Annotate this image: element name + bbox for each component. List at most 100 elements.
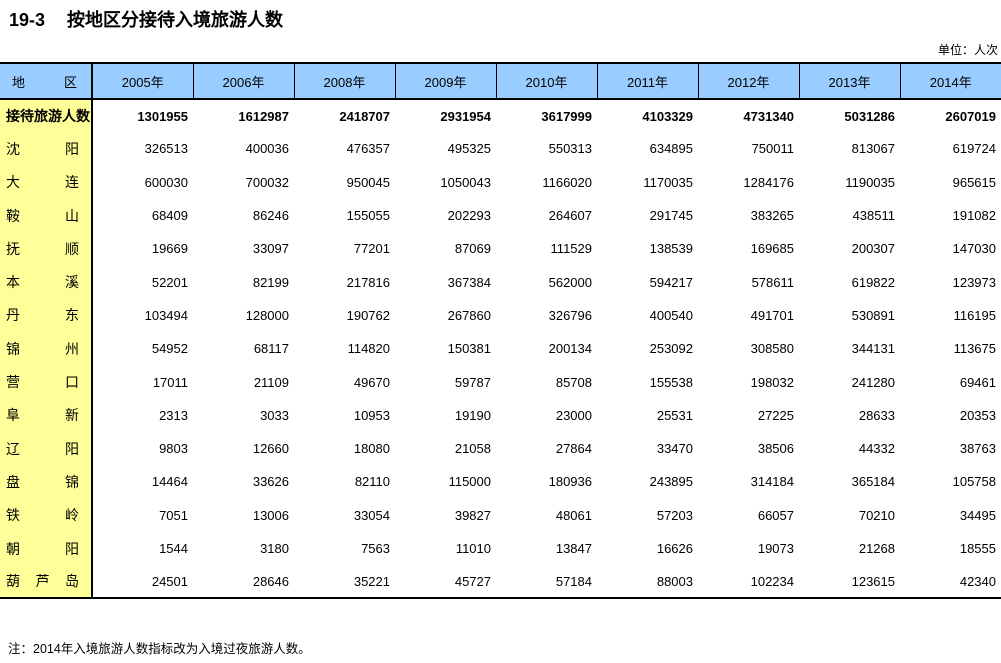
value-cell: 965615	[952, 174, 996, 190]
value-cell: 86246	[252, 208, 289, 224]
value-cell: 326513	[144, 141, 188, 157]
value-cell: 813067	[851, 141, 895, 157]
region-label: 本溪	[6, 274, 79, 291]
table-row: 丹东 103494 128000 190762 267860 326796 400540 49…	[0, 298, 1001, 333]
value-cell: 113675	[953, 341, 996, 357]
value-cell: 2313	[159, 407, 188, 423]
table-row: 本溪 52201 82199 217816 367384 562000 594217 5786…	[0, 265, 1001, 299]
value-cell: 1301955	[137, 108, 188, 124]
year-header-cell: 2012年	[698, 63, 800, 100]
value-cell: 111529	[550, 241, 592, 257]
value-cell: 128000	[245, 307, 289, 323]
region-cell: 鞍山	[0, 198, 93, 233]
region-label: 营口	[6, 374, 79, 391]
value-cell: 1166020	[542, 174, 592, 190]
value-cell: 2931954	[440, 108, 491, 124]
value-cell: 33097	[252, 241, 289, 257]
region-label: 盘锦	[6, 473, 79, 490]
value-cell: 102234	[750, 573, 794, 589]
value-cell: 82199	[252, 274, 289, 290]
table-row: 辽阳 9803 12660 18080 21058 27864 33470 38506 4433…	[0, 431, 1001, 466]
value-cell: 12660	[252, 441, 289, 457]
value-cell: 103494	[144, 307, 188, 323]
table-body: 接待旅游人数 1301955 1612987 2418707 2931954 361799…	[0, 99, 1001, 599]
value-cell: 115000	[448, 474, 491, 490]
value-cell: 169685	[750, 241, 794, 257]
value-cell: 14464	[151, 474, 188, 490]
value-cell: 267860	[447, 307, 491, 323]
year-header-cell: 2005年	[92, 63, 194, 100]
value-cell: 24501	[151, 573, 188, 589]
value-cell: 365184	[851, 474, 895, 490]
region-label: 阜新	[6, 407, 79, 424]
year-header-cell: 2009年	[395, 63, 497, 100]
region-cell: 本溪	[0, 265, 93, 299]
unit-label: 单位：人次	[937, 43, 998, 57]
value-cell: 7563	[361, 541, 390, 556]
table-row: 接待旅游人数 1301955 1612987 2418707 2931954 361799…	[0, 99, 1001, 133]
value-cell: 530891	[851, 307, 895, 323]
value-cell: 476357	[346, 141, 390, 157]
value-cell: 495325	[447, 141, 491, 157]
value-cell: 491701	[750, 307, 794, 323]
table-row: 朝阳 1544 3180 7563 11010 13847 16626 19073 21268 1…	[0, 531, 1001, 566]
value-cell: 49670	[353, 374, 390, 390]
value-cell: 3180	[260, 541, 289, 556]
value-cell: 18555	[959, 541, 996, 556]
year-header-cell: 2011年	[597, 63, 699, 100]
table-row: 鞍山 68409 86246 155055 202293 264607 291745 3832…	[0, 198, 1001, 233]
region-cell: 辽阳	[0, 431, 93, 466]
value-cell: 308580	[750, 341, 794, 357]
region-label: 接待旅游人数	[6, 108, 90, 125]
value-cell: 1170035	[643, 174, 693, 190]
value-cell: 19190	[454, 407, 491, 423]
value-cell: 9803	[159, 441, 188, 457]
value-cell: 19073	[757, 541, 794, 556]
value-cell: 202293	[447, 208, 491, 224]
region-cell: 阜新	[0, 398, 93, 432]
value-cell: 21058	[454, 441, 491, 457]
region-cell: 锦州	[0, 332, 93, 366]
region-label: 锦州	[6, 340, 79, 357]
value-cell: 198032	[750, 374, 794, 390]
value-cell: 3617999	[541, 108, 592, 124]
value-cell: 147030	[952, 241, 996, 257]
value-cell: 5031286	[844, 108, 895, 124]
value-cell: 48061	[555, 507, 592, 523]
value-cell: 7051	[159, 507, 188, 523]
year-header-cell: 2006年	[193, 63, 295, 100]
value-cell: 54952	[151, 341, 188, 357]
table-row: 盘锦 14464 33626 82110 115000 180936 243895 31418…	[0, 465, 1001, 499]
value-cell: 4103329	[642, 108, 693, 124]
value-cell: 69461	[959, 374, 996, 390]
year-header-cell: 2014年	[900, 63, 1001, 100]
table-row: 抚顺 19669 33097 77201 87069 111529 138539 169685…	[0, 232, 1001, 266]
value-cell: 105758	[952, 474, 996, 490]
region-label: 葫芦岛	[6, 573, 79, 590]
value-cell: 82110	[354, 474, 390, 490]
table-row: 阜新 2313 3033 10953 19190 23000 25531 27225 28633…	[0, 398, 1001, 432]
value-cell: 400540	[649, 307, 693, 323]
year-header-cell: 2008年	[294, 63, 396, 100]
year-header-cell: 2010年	[496, 63, 598, 100]
region-header-cell: 地区	[0, 63, 93, 100]
value-cell: 200134	[548, 341, 592, 357]
value-cell: 20353	[959, 407, 996, 423]
value-cell: 11010	[455, 541, 491, 556]
value-cell: 23000	[555, 407, 592, 423]
value-cell: 18080	[353, 441, 390, 457]
value-cell: 619724	[952, 141, 996, 157]
footnote: 注：2014年入境旅游人数指标改为入境过夜旅游人数。	[8, 642, 311, 656]
region-label: 朝阳	[6, 540, 79, 557]
value-cell: 21109	[253, 374, 289, 390]
table-row: 铁岭 7051 13006 33054 39827 48061 57203 66057 7021…	[0, 498, 1001, 532]
region-cell: 抚顺	[0, 232, 93, 266]
value-cell: 1612987	[238, 108, 289, 124]
value-cell: 155538	[649, 374, 693, 390]
value-cell: 27864	[555, 441, 592, 457]
region-cell: 朝阳	[0, 531, 93, 566]
region-cell: 铁岭	[0, 498, 93, 532]
value-cell: 367384	[447, 274, 491, 290]
value-cell: 68117	[253, 341, 289, 357]
value-cell: 1284176	[743, 174, 794, 190]
